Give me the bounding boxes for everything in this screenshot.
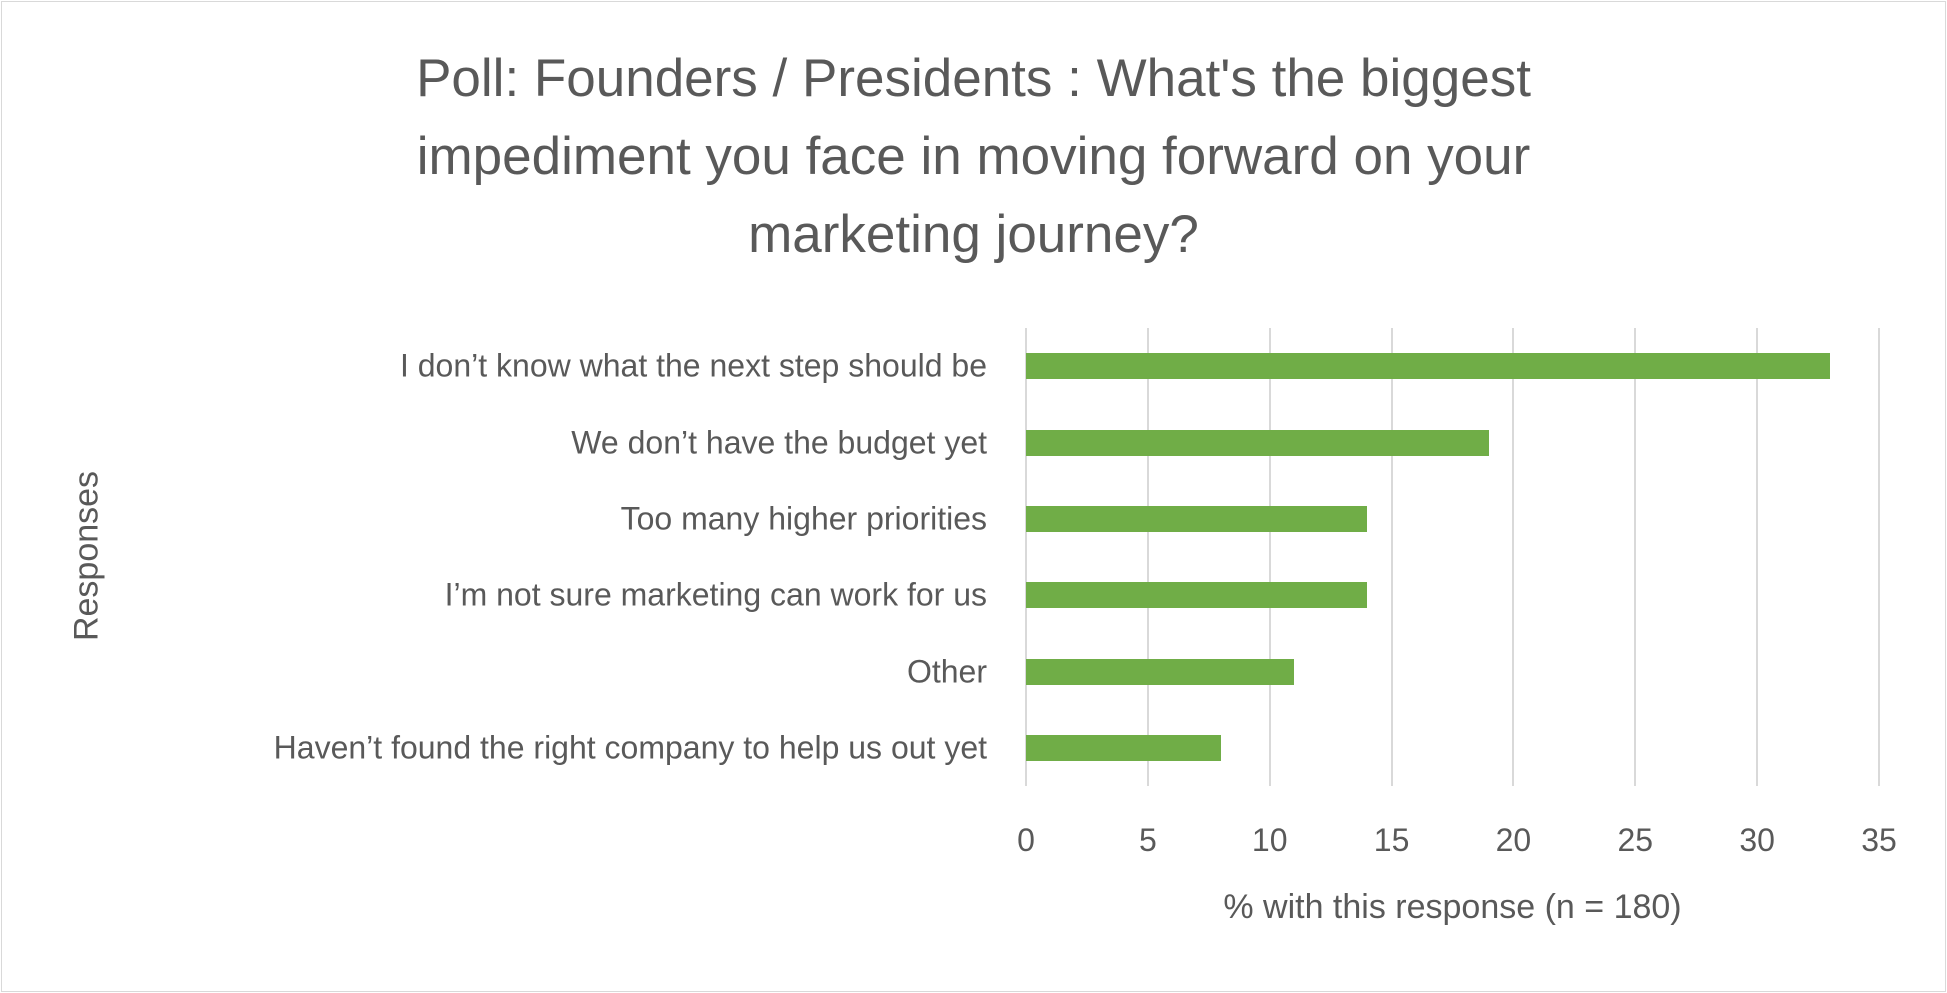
gridline [1512, 328, 1515, 786]
bar [1026, 582, 1368, 609]
gridline [1878, 328, 1880, 786]
category-label: Too many higher priorities [620, 500, 987, 537]
x-tick-label: 20 [1495, 822, 1532, 858]
gridline [1146, 328, 1149, 786]
gridline [1390, 328, 1393, 786]
gridline [1634, 328, 1637, 786]
x-tick-label: 30 [1739, 822, 1775, 858]
title-line-3: marketing journey? [748, 205, 1199, 264]
bar [1026, 429, 1490, 456]
bar [1026, 505, 1368, 532]
title-line-2: impediment you face in moving forward on… [416, 127, 1531, 186]
gridline [1268, 328, 1271, 786]
bar [1026, 734, 1221, 761]
gridline [1025, 328, 1027, 786]
category-label: Other [906, 653, 987, 689]
category-label: Haven’t found the right company to help … [273, 729, 987, 766]
category-label: I don’t know what the next step should b… [399, 347, 987, 384]
chart-title: Poll: Founders / Presidents : What's the… [0, 40, 1947, 274]
x-tick-label: 25 [1617, 822, 1654, 858]
category-label: I’m not sure marketing can work for us [444, 576, 987, 613]
bar [1026, 658, 1295, 685]
x-tick-label: 35 [1861, 822, 1897, 858]
bar [1026, 353, 1831, 380]
x-axis-label: % with this response (n = 180) [1223, 888, 1682, 926]
x-tick-label: 10 [1251, 822, 1288, 858]
gridline [1756, 328, 1759, 786]
y-axis-label: Responses [67, 470, 106, 642]
x-tick-label: 0 [1017, 822, 1035, 858]
category-label: We don’t have the budget yet [571, 424, 987, 460]
x-tick-label: 15 [1373, 822, 1410, 858]
title-line-1: Poll: Founders / Presidents : What's the… [416, 49, 1531, 108]
x-tick-label: 5 [1138, 822, 1157, 858]
